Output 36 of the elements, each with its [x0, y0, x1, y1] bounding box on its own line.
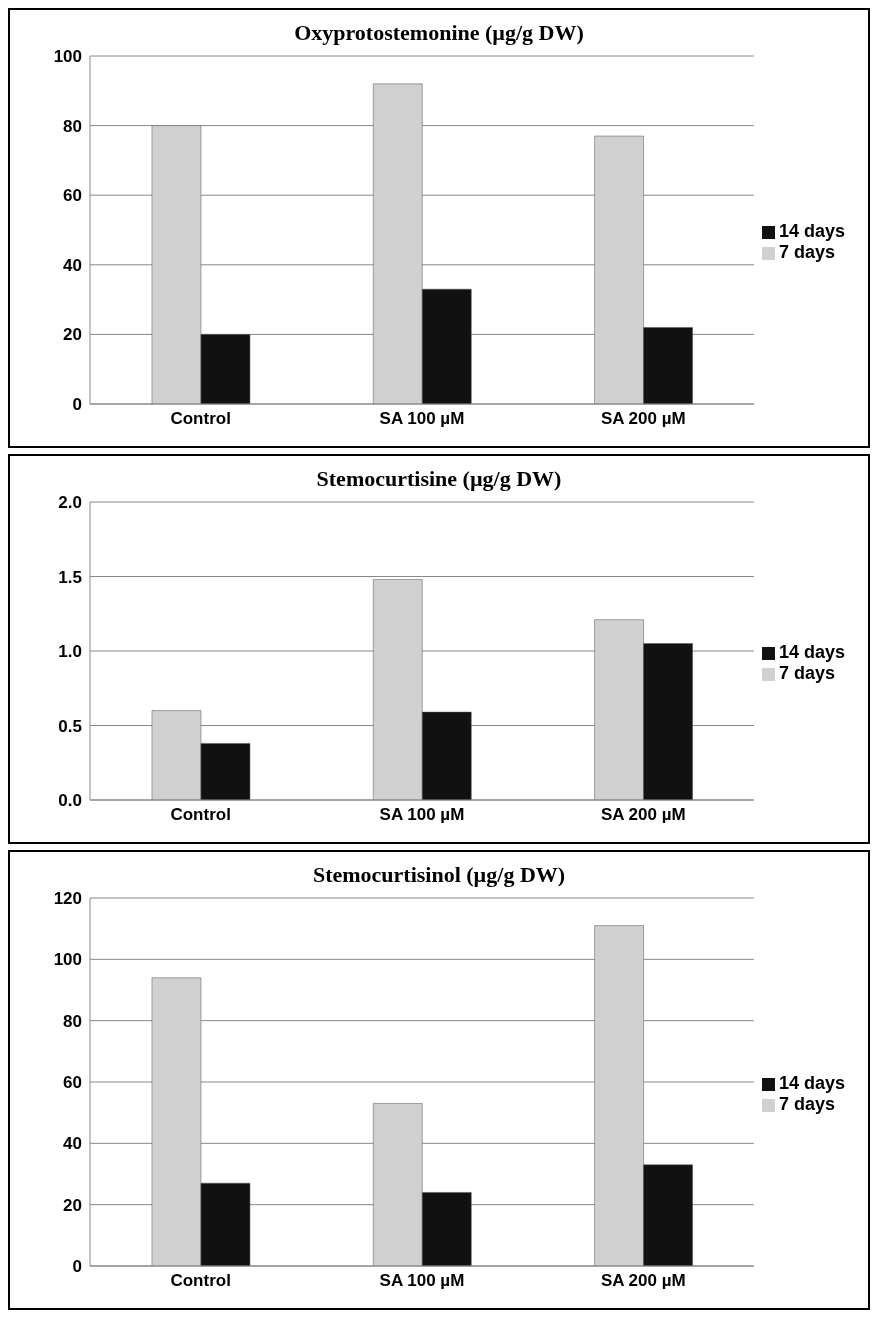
y-tick-label: 20	[63, 325, 82, 345]
x-tick-label: SA 200 µM	[600, 409, 686, 429]
legend-label: 7 days	[778, 242, 835, 262]
legend-label: 7 days	[778, 663, 835, 683]
chart-title: Stemocurtisine (µg/g DW)	[315, 466, 563, 492]
y-tick-label: 80	[63, 1011, 82, 1031]
chart-title: Oxyprotostemonine (µg/g DW)	[293, 20, 585, 46]
legend-label: 14 days	[778, 642, 845, 662]
y-tick-label: 1.5	[58, 567, 82, 587]
x-tick-label: SA 100 µM	[379, 409, 465, 429]
x-tick-label: SA 100 µM	[379, 805, 465, 825]
y-tick-label: 2.0	[58, 493, 82, 513]
y-tick-label: 0.0	[58, 791, 82, 811]
y-tick-label: 0	[72, 1257, 82, 1277]
y-tick-label: 0.5	[58, 716, 82, 736]
x-tick-label: SA 100 µM	[379, 1271, 465, 1291]
y-tick-label: 100	[53, 950, 82, 970]
chart-title: Stemocurtisinol (µg/g DW)	[311, 862, 567, 888]
legend-label: 7 days	[778, 1094, 835, 1114]
legend-label: 14 days	[778, 1073, 845, 1093]
x-tick-label: SA 200 µM	[600, 805, 686, 825]
y-tick-label: 20	[63, 1195, 82, 1215]
y-tick-label: 80	[63, 116, 82, 136]
y-tick-label: 40	[63, 255, 82, 275]
x-tick-label: SA 200 µM	[600, 1271, 686, 1291]
y-tick-label: 60	[63, 1073, 82, 1093]
legend-label: 14 days	[778, 221, 845, 241]
y-tick-label: 0	[72, 395, 82, 415]
y-tick-label: 100	[53, 47, 82, 67]
y-tick-label: 40	[63, 1134, 82, 1154]
x-tick-label: Control	[170, 805, 231, 825]
y-tick-label: 1.0	[58, 642, 82, 662]
x-tick-label: Control	[170, 1271, 231, 1291]
y-tick-label: 120	[53, 889, 82, 909]
y-tick-label: 60	[63, 186, 82, 206]
x-tick-label: Control	[170, 409, 231, 429]
